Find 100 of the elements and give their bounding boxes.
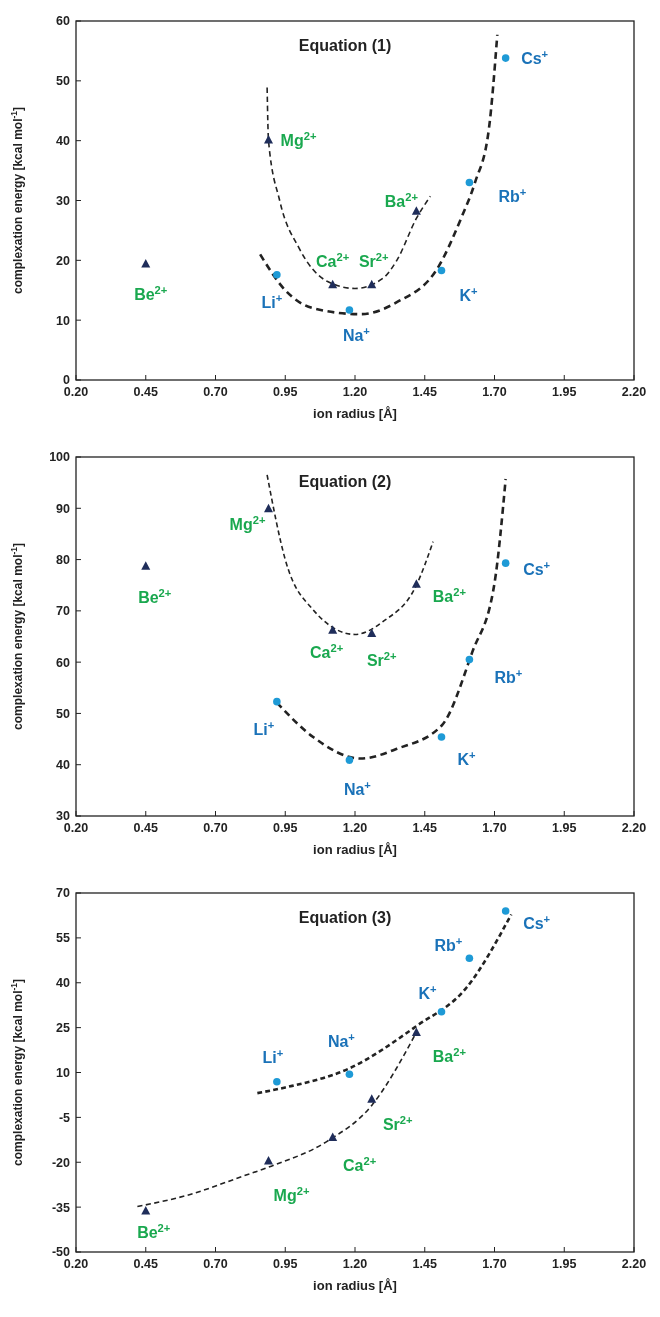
x-tick-label: 1.20: [342, 1257, 368, 1271]
point: [367, 628, 377, 637]
annotation: K$^{+}$: [457, 749, 476, 769]
y-tick-label: -20: [51, 1155, 71, 1170]
annotation: Be$^{2+}$: [138, 587, 172, 607]
point: [264, 135, 274, 144]
annotation: Ba$^{2+}$: [432, 586, 467, 606]
point: [345, 1070, 354, 1079]
x-axis-title: ion radius [Å]: [313, 1278, 397, 1293]
text: Equation (3): [298, 909, 392, 926]
point: [465, 655, 474, 664]
annotation: Be$^{2+}$: [134, 283, 168, 303]
y-tick-label: -50: [51, 1245, 71, 1260]
annotation: Sr$^{2+}$: [382, 1114, 414, 1134]
x-tick-label: 0.70: [203, 385, 228, 399]
annotation: Ba$^{2+}$: [384, 191, 419, 211]
y-tick-label: 20: [56, 253, 71, 268]
annotation: Na$^{+}$: [343, 779, 372, 799]
point: [345, 306, 354, 314]
x-tick-label: 0.70: [203, 821, 228, 835]
point: [141, 1206, 151, 1215]
annotation: Mg$^{2+}$: [273, 1185, 310, 1205]
x-tick-label: 1.45: [412, 1257, 437, 1271]
annotation: Rb$^{+}$: [494, 666, 523, 686]
y-tick-label: 60: [56, 14, 71, 29]
y-tick-label: 25: [56, 1021, 71, 1035]
x-tick-label: 0.20: [63, 1257, 89, 1271]
annotation: K$^{+}$: [459, 284, 478, 304]
point: [367, 1094, 377, 1103]
annotation: Li$^{+}$: [261, 291, 283, 311]
x-tick-label: 1.95: [552, 821, 577, 835]
annotation: Cs$^{+}$: [523, 912, 551, 932]
annotation: Mg$^{2+}$: [229, 513, 266, 533]
annotation: Be$^{2+}$: [137, 1222, 171, 1242]
point: [501, 907, 510, 915]
x-tick-label: 2.20: [621, 821, 647, 835]
y-tick-label: 60: [56, 655, 71, 670]
annotation: Sr$^{2+}$: [358, 250, 390, 270]
x-tick-label: 1.70: [482, 821, 507, 835]
annotation: Ca$^{2+}$: [316, 250, 350, 270]
point: [328, 625, 338, 634]
point: [437, 733, 446, 741]
point: [411, 579, 421, 588]
point: [273, 697, 281, 706]
x-tick-label: 0.20: [63, 821, 89, 835]
annotation: K$^{+}$: [418, 982, 437, 1002]
text: Equation (1): [298, 37, 392, 54]
point: [411, 206, 421, 215]
y-tick-label: 0: [63, 373, 71, 388]
x-axis-title: ion radius [Å]: [313, 406, 397, 421]
x-tick-label: 2.20: [621, 385, 647, 399]
point: [501, 559, 510, 567]
annotation: Sr$^{2+}$: [366, 650, 398, 670]
point: [328, 279, 338, 289]
x-tick-label: 1.20: [342, 385, 368, 399]
x-tick-label: 0.95: [273, 821, 298, 835]
point: [411, 1027, 421, 1036]
point: [273, 1077, 281, 1086]
point: [437, 266, 446, 275]
x-tick-label: 0.45: [133, 821, 158, 835]
x-tick-label: 0.20: [63, 385, 89, 399]
annotation: Li$^{+}$: [262, 1046, 284, 1066]
x-tick-label: 1.45: [412, 821, 437, 835]
point: [345, 756, 354, 764]
point: [437, 1007, 446, 1016]
x-tick-label: 2.20: [621, 1257, 647, 1271]
x-tick-label: 1.70: [482, 385, 507, 399]
y-tick-label: 55: [56, 931, 71, 946]
point: [273, 270, 281, 279]
text: Equation (2): [298, 473, 392, 490]
point: [465, 178, 474, 187]
x-tick-label: 1.20: [342, 821, 368, 835]
y-tick-label: 30: [56, 809, 71, 824]
y-tick-label: 90: [56, 501, 71, 516]
y-tick-label: 100: [49, 450, 71, 465]
x-tick-label: 0.70: [203, 1257, 228, 1271]
y-tick-label: 10: [56, 313, 71, 328]
point: [367, 279, 377, 289]
point: [465, 954, 474, 963]
annotation: Rb$^{+}$: [434, 935, 463, 955]
y-tick-label: -5: [58, 1110, 71, 1125]
x-tick-label: 0.95: [273, 1257, 298, 1271]
annotation: Ca$^{2+}$: [343, 1155, 377, 1175]
annotation: Li$^{+}$: [253, 718, 275, 738]
x-tick-label: 1.95: [552, 1257, 577, 1271]
point: [141, 561, 151, 570]
annotation: Ca$^{2+}$: [310, 642, 344, 662]
point: [328, 1132, 338, 1141]
line-series: [266, 86, 432, 290]
y-tick-label: 40: [56, 976, 71, 991]
x-axis-title: ion radius [Å]: [313, 842, 397, 857]
annotation: Cs$^{+}$: [521, 48, 549, 68]
y-tick-label: 70: [56, 604, 71, 619]
y-tick-label: 80: [56, 552, 71, 567]
x-tick-label: 1.45: [412, 385, 437, 399]
y-tick-label: 10: [56, 1065, 71, 1080]
x-tick-label: 1.70: [482, 1257, 507, 1271]
annotation: Na$^{+}$: [327, 1031, 356, 1051]
point: [501, 54, 510, 62]
point: [264, 503, 274, 513]
